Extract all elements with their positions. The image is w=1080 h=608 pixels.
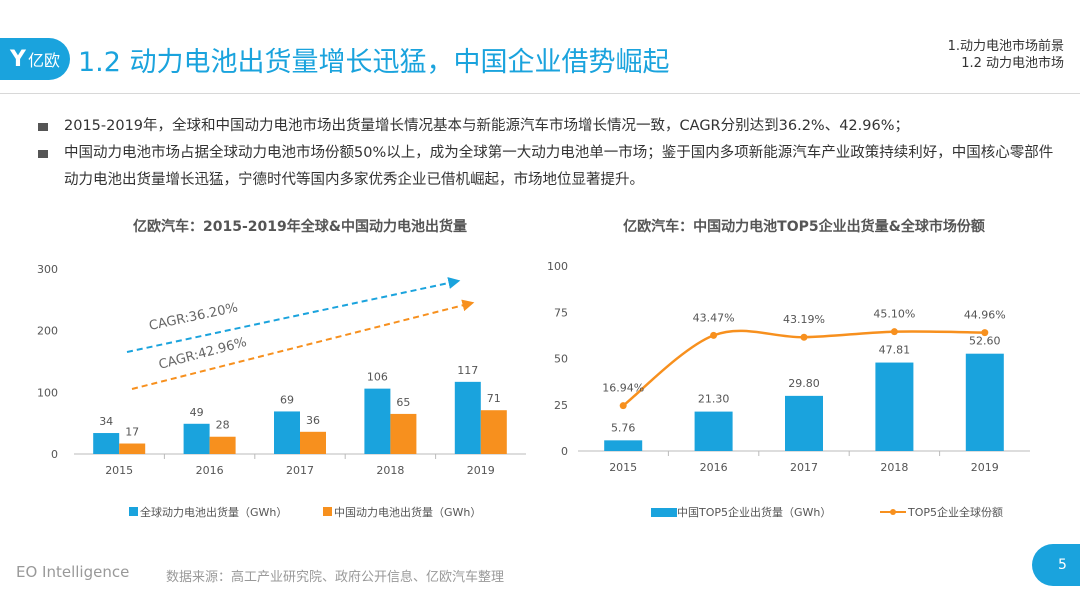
legend-top5-bar-swatch (651, 508, 677, 517)
legend-china-label: 中国动力电池出货量（GWh） (334, 505, 481, 519)
logo: Y 亿欧 (0, 38, 70, 80)
top5-shipment-bar (604, 440, 643, 451)
chart1-x-tick: 2018 (376, 464, 404, 477)
top5-shipment-bar (965, 353, 1004, 451)
chart1-title: 亿欧汽车：2015-2019年全球&中国动力电池出货量 (133, 218, 467, 235)
cagr-global-arrow (126, 277, 461, 353)
legend-global-swatch (129, 507, 138, 516)
china-shipment-bar (390, 413, 417, 454)
global-shipment-value: 106 (367, 371, 388, 384)
legend-top5-line-label: TOP5企业全球份额 (907, 505, 1003, 519)
cagr-global-label: CAGR:36.20% (148, 300, 240, 333)
china-shipment-value: 36 (306, 414, 320, 427)
bullet-item: 中国动力电池市场占据全球动力电池市场份额50%以上，成为全球第一大动力电池单一市… (38, 140, 1058, 194)
china-shipment-bar (300, 431, 326, 454)
chart1-y-tick: 100 (37, 386, 58, 399)
header-divider (0, 93, 1080, 94)
chart2-legend: 中国TOP5企业出货量（GWh） TOP5企业全球份额 (651, 505, 1003, 519)
china-shipment-bar (119, 443, 146, 454)
top5-share-value: 43.47% (693, 311, 735, 324)
footer-brand: EO Intelligence (16, 563, 130, 581)
chart2-x-tick: 2018 (880, 461, 908, 474)
legend-top5-bar-label: 中国TOP5企业出货量（GWh） (677, 505, 831, 519)
top5-share-point (710, 331, 718, 339)
footer-source: 数据来源：高工产业研究院、政府公开信息、亿欧汽车整理 (166, 570, 505, 585)
top5-share-point (800, 333, 808, 341)
china-shipment-value: 71 (487, 392, 501, 405)
china-shipment-bar (480, 410, 507, 454)
chart1-legend: 全球动力电池出货量（GWh） 中国动力电池出货量（GWh） (129, 505, 481, 519)
top5-share-value: 44.96% (964, 309, 1006, 322)
top5-shipment-value: 29.80 (788, 377, 820, 390)
top5-shipment-bar (785, 395, 823, 451)
china-shipment-bar (209, 436, 236, 454)
chart2-x-tick: 2017 (790, 461, 818, 474)
global-shipment-bar (454, 381, 481, 454)
chart2-y-tick: 50 (554, 353, 568, 366)
top5-share-line (622, 329, 985, 407)
chart1-x-tick: 2015 (105, 464, 133, 477)
global-shipment-value: 69 (280, 393, 294, 406)
global-shipment-bar (183, 423, 210, 454)
logo-mark: Y (10, 46, 26, 72)
breadcrumb-level-2: 1.2 动力电池市场 (961, 56, 1064, 71)
bullet-square-icon (38, 123, 48, 131)
chart1-y-tick: 0 (51, 448, 58, 461)
top5-shipment-bar (694, 411, 733, 451)
global-shipment-bar (93, 433, 120, 454)
top5-shipment-value: 47.81 (879, 344, 911, 357)
chart1-x-tick: 2016 (196, 464, 224, 477)
chart1-y-tick: 300 (37, 263, 58, 276)
global-shipment-bar (364, 388, 391, 454)
top5-share-chart: 亿欧汽车：中国动力电池TOP5企业出货量&全球市场份额 0 25 50 75 100 2… (547, 218, 1030, 519)
shipment-bar-chart: 亿欧汽车：2015-2019年全球&中国动力电池出货量 0 100 200 300 2… (37, 218, 526, 519)
chart1-x-tick: 2019 (467, 464, 495, 477)
legend-china-swatch (323, 507, 332, 516)
legend-global-label: 全球动力电池出货量（GWh） (140, 505, 287, 519)
chart2-x-tick: 2015 (609, 461, 637, 474)
china-shipment-value: 28 (216, 419, 230, 432)
top5-shipment-value: 52.60 (969, 335, 1001, 348)
bullet-text: 2015-2019年，全球和中国动力电池市场出货量增长情况基本与新能源汽车市场增… (64, 118, 909, 134)
legend-top5-line-marker (890, 509, 896, 515)
chart2-title: 亿欧汽车：中国动力电池TOP5企业出货量&全球市场份额 (623, 218, 985, 235)
logo-text: 亿欧 (27, 51, 60, 70)
chart2-y-tick: 100 (547, 260, 568, 273)
chart2-y-tick: 25 (554, 399, 568, 412)
chart2-y-tick: 75 (554, 306, 568, 319)
top5-share-point (981, 329, 989, 337)
top5-shipment-value: 5.76 (611, 421, 636, 434)
page-title: 1.2 动力电池出货量增长迅猛，中国企业借势崛起 (78, 47, 670, 78)
top5-share-value: 45.10% (873, 308, 915, 321)
breadcrumb: 1.动力电池市场前景 1.2 动力电池市场 (948, 38, 1064, 72)
top5-share-value: 43.19% (783, 313, 825, 326)
bullet-square-icon (38, 150, 48, 158)
chart2-x-tick: 2016 (700, 461, 728, 474)
china-shipment-value: 65 (396, 396, 410, 409)
chart1-y-tick: 200 (37, 325, 58, 338)
page-number: 5 (1032, 544, 1080, 586)
top5-share-value: 16.94% (602, 382, 644, 395)
top5-shipment-bar (875, 362, 914, 451)
chart2-x-tick: 2019 (971, 461, 999, 474)
cagr-china-arrow (131, 299, 475, 390)
bullet-item: 2015-2019年，全球和中国动力电池市场出货量增长情况基本与新能源汽车市场增… (38, 113, 1058, 140)
top5-shipment-value: 21.30 (698, 393, 730, 406)
china-shipment-value: 17 (125, 426, 139, 439)
global-shipment-bar (274, 411, 300, 454)
chart1-x-tick: 2017 (286, 464, 314, 477)
top5-share-point (890, 328, 898, 336)
bullet-text: 中国动力电池市场占据全球动力电池市场份额50%以上，成为全球第一大动力电池单一市… (64, 145, 1054, 188)
breadcrumb-level-1: 1.动力电池市场前景 (947, 39, 1064, 54)
global-shipment-value: 34 (99, 415, 113, 428)
global-shipment-value: 117 (457, 364, 478, 377)
cagr-china-label: CAGR:42.96% (157, 335, 248, 373)
chart2-y-tick: 0 (561, 445, 568, 458)
global-shipment-value: 49 (190, 406, 204, 419)
bullet-list: 2015-2019年，全球和中国动力电池市场出货量增长情况基本与新能源汽车市场增… (38, 113, 1058, 194)
top5-share-point (619, 402, 627, 410)
